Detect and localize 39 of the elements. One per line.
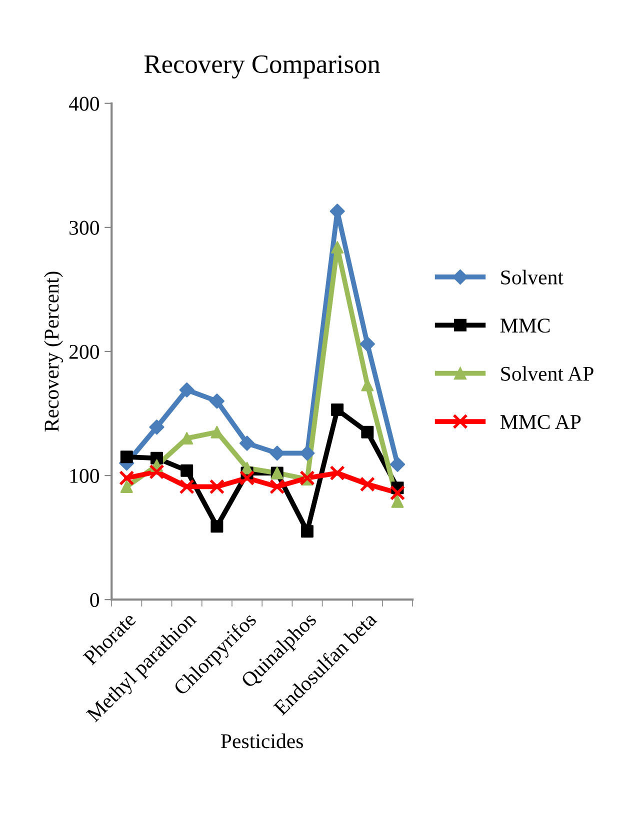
point xyxy=(179,479,194,494)
point xyxy=(120,450,133,464)
point xyxy=(149,420,164,435)
point xyxy=(120,480,133,493)
point xyxy=(330,465,345,481)
point xyxy=(391,495,404,508)
point xyxy=(209,394,225,409)
point xyxy=(269,479,285,494)
point xyxy=(300,446,315,461)
legend-label: MMC xyxy=(500,318,550,333)
y-axis-title: Recovery (Percent) xyxy=(44,272,63,432)
y-tick-label: 400 xyxy=(68,96,100,111)
point xyxy=(209,479,225,494)
point xyxy=(360,336,375,352)
point xyxy=(210,520,224,533)
legend-label: Solvent xyxy=(501,270,564,284)
point xyxy=(149,464,164,480)
point xyxy=(360,476,376,492)
point xyxy=(179,382,194,398)
point xyxy=(390,485,406,501)
legend-label: Solvent AP xyxy=(501,366,594,381)
point xyxy=(239,436,255,451)
point xyxy=(270,446,285,461)
y-tick-label: 0 xyxy=(90,592,100,608)
point xyxy=(361,378,374,392)
point xyxy=(361,426,374,438)
point xyxy=(331,404,344,416)
y-tick-label: 100 xyxy=(70,468,100,483)
legend-label: MMC AP xyxy=(500,415,581,430)
point xyxy=(239,470,255,486)
point xyxy=(300,525,314,538)
chart-title: Recovery Comparison xyxy=(144,55,380,79)
point xyxy=(331,241,344,254)
point xyxy=(390,456,406,472)
y-tick-label: 200 xyxy=(69,344,100,359)
y-tick-label: 300 xyxy=(70,220,100,235)
point xyxy=(180,464,194,477)
point xyxy=(119,470,134,486)
x-axis-title: Pesticides xyxy=(221,734,303,748)
